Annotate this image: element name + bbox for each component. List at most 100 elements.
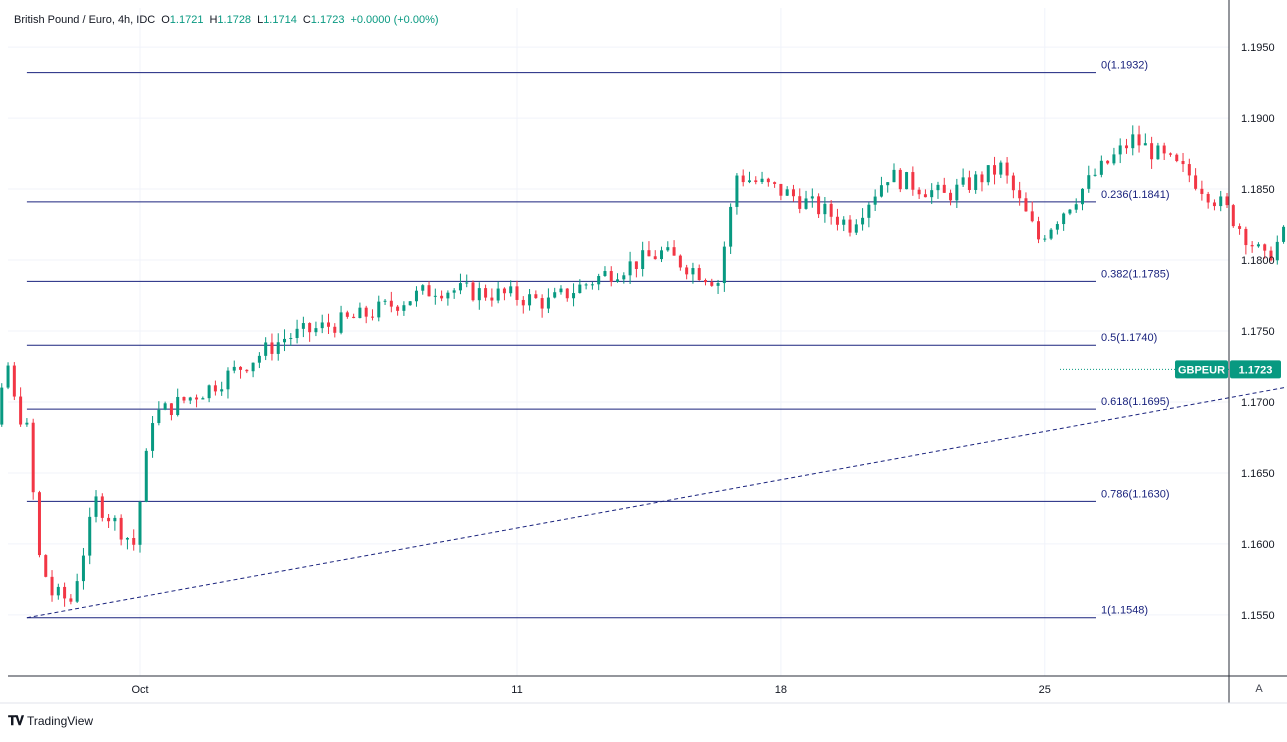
candle-body [861,217,865,225]
auto-scale-button[interactable]: A [1255,683,1263,695]
candle-body [1269,250,1273,261]
candle-body [716,283,720,286]
x-tick-label: 18 [775,684,787,696]
tradingview-brand[interactable]: 𝐓𝐕 TradingView [8,713,93,729]
candle-body [81,555,85,582]
candle-body [50,576,54,596]
candle-body [1087,175,1091,189]
candle-body [264,342,268,356]
axes: 1.1950 1.1900 1.1850 1.1800 1.1750 1.1700 1.16… [0,0,1287,704]
candle-body [6,365,10,388]
candle-body [458,283,462,291]
symbol-title[interactable]: British Pound / Euro, 4h, IDC [14,14,156,26]
candle-body [766,178,770,183]
candle-body [647,250,651,257]
candle-body [666,247,670,251]
candle-body [829,203,833,217]
candle-body [1206,193,1210,203]
candle-body [842,219,846,225]
low-label: L [257,14,264,26]
candle-body [408,301,412,306]
candle-body [169,403,173,416]
y-tick-label: 1.1750 [1241,326,1275,338]
candle-body [616,279,620,282]
candle-body [955,184,959,201]
candle-body [704,280,707,283]
candle-body [1124,145,1128,149]
candle-body [722,246,726,284]
candle-body [1250,245,1254,247]
candle-body [886,182,890,186]
candle-body [471,282,475,301]
candle-body [383,300,387,302]
fibonacci-retracement[interactable]: 0(1.1932) 0.236(1.1841) 0.382(1.1785) 0.5(1… [26,60,1287,619]
candle-body [641,250,645,270]
candle-body [773,182,777,184]
candle-body [867,204,871,218]
candle-body [628,261,632,276]
candle-body [936,184,940,191]
candle-body [1194,175,1198,189]
candle-body [44,555,48,577]
candle-body [779,183,783,196]
candle-body [414,290,418,302]
fib-level-label: 0(1.1932) [1101,60,1148,72]
candle-body [961,177,965,185]
candle-body [1118,145,1122,155]
open-label: O [161,14,170,26]
candle-body [421,285,425,291]
candle-body [1112,154,1116,164]
candle-body [100,496,104,518]
candle-body [817,196,821,215]
candle-body [999,162,1003,175]
candle-body [1093,174,1097,176]
candle-body [930,190,934,198]
candle-body [622,275,626,280]
candle-body [565,288,569,299]
candle-body [974,174,978,190]
candle-body [672,247,676,256]
candle-body [157,409,161,424]
candle-body [31,422,35,493]
close-label: C [302,14,311,26]
candle-body [515,286,519,300]
candle-body [484,288,488,298]
candle-body [1037,221,1041,240]
candle-body [496,288,500,301]
brand-label: TradingView [27,714,94,728]
candle-body [873,196,877,205]
candle-body [1011,175,1015,191]
candle-body [201,398,205,400]
candle-body [578,284,582,294]
candle-body [980,174,984,183]
candle-body [528,294,532,306]
candle-body [1062,213,1066,225]
symbol-legend[interactable]: British Pound / Euro, 4h, IDC O1.1721 H1… [14,14,439,26]
candle-body [213,385,217,392]
y-tick-label: 1.1950 [1241,42,1275,54]
candle-body [69,598,73,602]
grid-lines [8,8,1229,676]
candle-body [358,307,362,319]
candle-body [949,192,953,201]
tradingview-logo-icon: 𝐓𝐕 [8,713,24,728]
candle-body [1219,196,1223,207]
candle-body [364,307,368,317]
candle-body [377,301,381,318]
candle-body [220,389,224,392]
candle-body [477,288,481,301]
candle-body [1275,241,1279,261]
candle-body [1030,211,1034,222]
candle-body [314,328,318,333]
candle-body [791,189,795,197]
candle-body [760,178,764,183]
candle-body [352,316,356,319]
candle-body [389,300,393,307]
candle-body [1244,228,1248,246]
candle-body [1263,244,1267,251]
candle-body [785,189,789,196]
candle-body [1175,154,1179,162]
candle-body [452,290,456,293]
